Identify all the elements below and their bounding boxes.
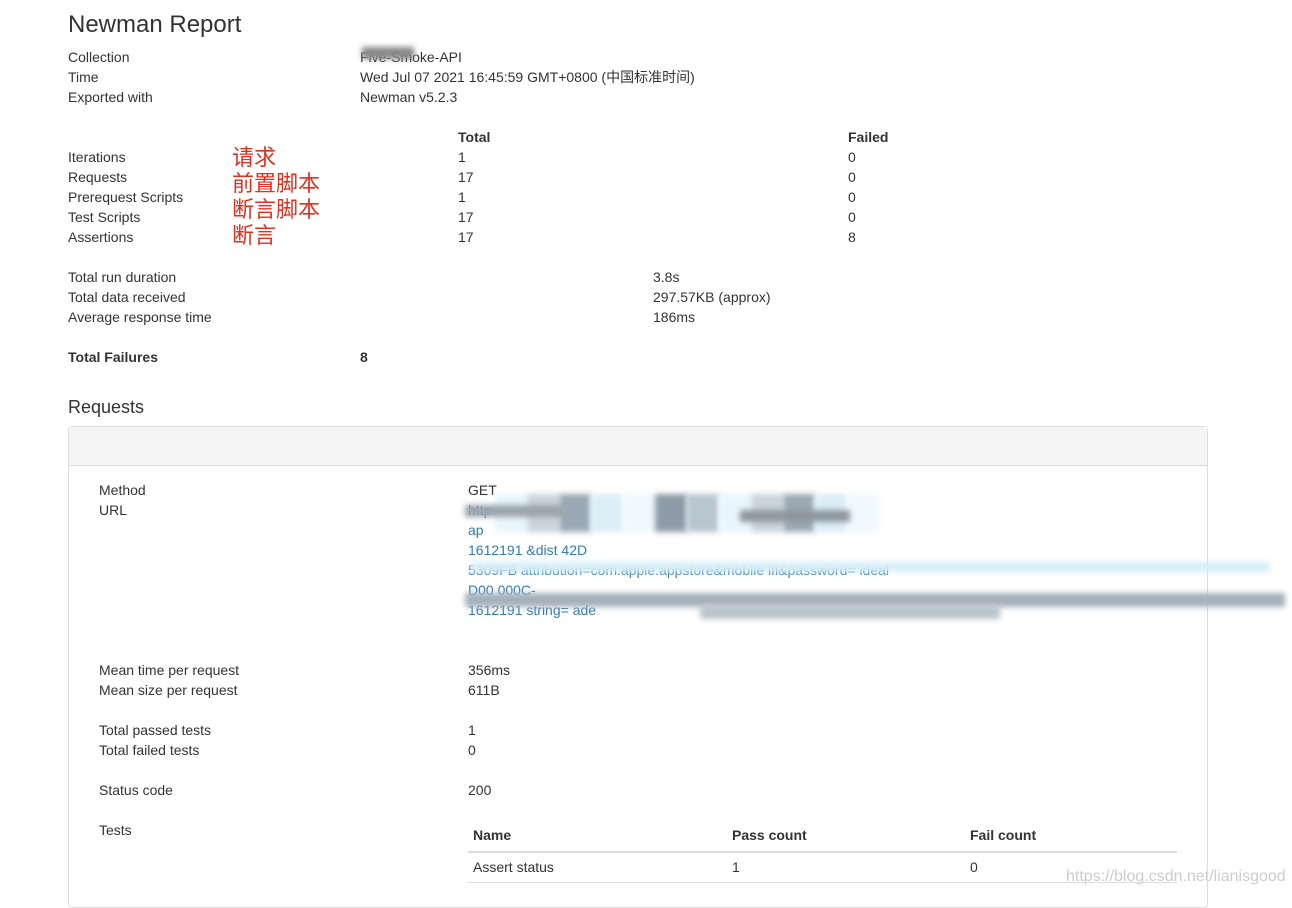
detail-label: Total passed tests	[99, 722, 212, 738]
stats-value: 0	[848, 189, 856, 205]
stats-value: 8	[848, 229, 856, 245]
detail-label: Mean size per request	[99, 682, 238, 698]
stats-label: Test Scripts	[68, 209, 141, 225]
info-value: Newman v5.2.3	[360, 89, 458, 105]
table-cell: 0	[970, 859, 978, 875]
info-label: Collection	[68, 49, 130, 65]
stats-value: 0	[848, 169, 856, 185]
stats-value: 1	[458, 149, 466, 165]
detail-label: Total failed tests	[99, 742, 200, 758]
stats-header: Total	[458, 129, 491, 145]
title: Newman Report	[68, 11, 242, 38]
table-header: Fail count	[970, 827, 1037, 843]
info-label: Exported with	[68, 89, 153, 105]
annotation: 断言	[232, 223, 277, 248]
table-header: Pass count	[732, 827, 807, 843]
redaction	[847, 494, 879, 532]
detail-value: GET	[468, 482, 497, 498]
stats-value: 0	[848, 149, 856, 165]
stats-value: 17	[458, 229, 474, 245]
table-cell: Assert status	[473, 859, 554, 875]
timing-label: Average response time	[68, 309, 212, 325]
failures-value: 8	[360, 349, 368, 365]
detail-label: Status code	[99, 782, 173, 798]
redaction	[362, 47, 414, 59]
table-cell: 1	[732, 859, 740, 875]
redaction	[623, 494, 655, 532]
stats-header: Failed	[848, 129, 889, 145]
stats-value: 17	[458, 169, 474, 185]
request-panel	[68, 426, 1208, 908]
stats-label: Iterations	[68, 149, 126, 165]
url-line: ap	[468, 522, 484, 538]
detail-value: 0	[468, 742, 476, 758]
timing-value: 3.8s	[653, 269, 680, 285]
panel-header	[69, 427, 1207, 466]
info-value: Wed Jul 07 2021 16:45:59 GMT+0800 (中国标准时…	[360, 69, 695, 85]
detail-value: 200	[468, 782, 492, 798]
redaction	[700, 605, 1000, 619]
detail-label: Mean time per request	[99, 662, 240, 678]
table-header: Name	[473, 827, 512, 843]
table-rule	[468, 882, 1177, 883]
section-heading: Requests	[68, 397, 145, 417]
annotation: 请求	[232, 145, 277, 170]
annotation: 断言脚本	[232, 197, 321, 222]
annotation: 前置脚本	[232, 171, 321, 196]
stats-value: 1	[458, 189, 466, 205]
detail-label: URL	[99, 502, 128, 518]
redaction	[465, 505, 565, 517]
redaction	[465, 593, 1285, 607]
timing-value: 297.57KB (approx)	[653, 289, 771, 305]
timing-label: Total run duration	[68, 269, 177, 285]
table-rule	[468, 851, 1177, 853]
redaction	[655, 494, 687, 532]
redaction	[591, 494, 623, 532]
stats-label: Requests	[68, 169, 128, 185]
redaction	[470, 562, 1270, 572]
detail-value: 356ms	[468, 662, 511, 678]
detail-value: 611B	[468, 682, 500, 698]
detail-label: Tests	[99, 822, 132, 838]
redaction	[687, 494, 719, 532]
stats-label: Prerequest Scripts	[68, 189, 184, 205]
stats-label: Assertions	[68, 229, 134, 245]
detail-value: 1	[468, 722, 476, 738]
stats-value: 0	[848, 209, 856, 225]
timing-label: Total data received	[68, 289, 186, 305]
failures-label: Total Failures	[68, 349, 158, 365]
redaction	[740, 510, 850, 522]
timing-value: 186ms	[653, 309, 696, 325]
stats-value: 17	[458, 209, 474, 225]
url-line: 1612191 &dist 42D	[468, 542, 588, 558]
detail-label: Method	[99, 482, 146, 498]
watermark: https://blog.csdn.net/lianisgood	[1066, 868, 1286, 885]
info-label: Time	[68, 69, 99, 85]
